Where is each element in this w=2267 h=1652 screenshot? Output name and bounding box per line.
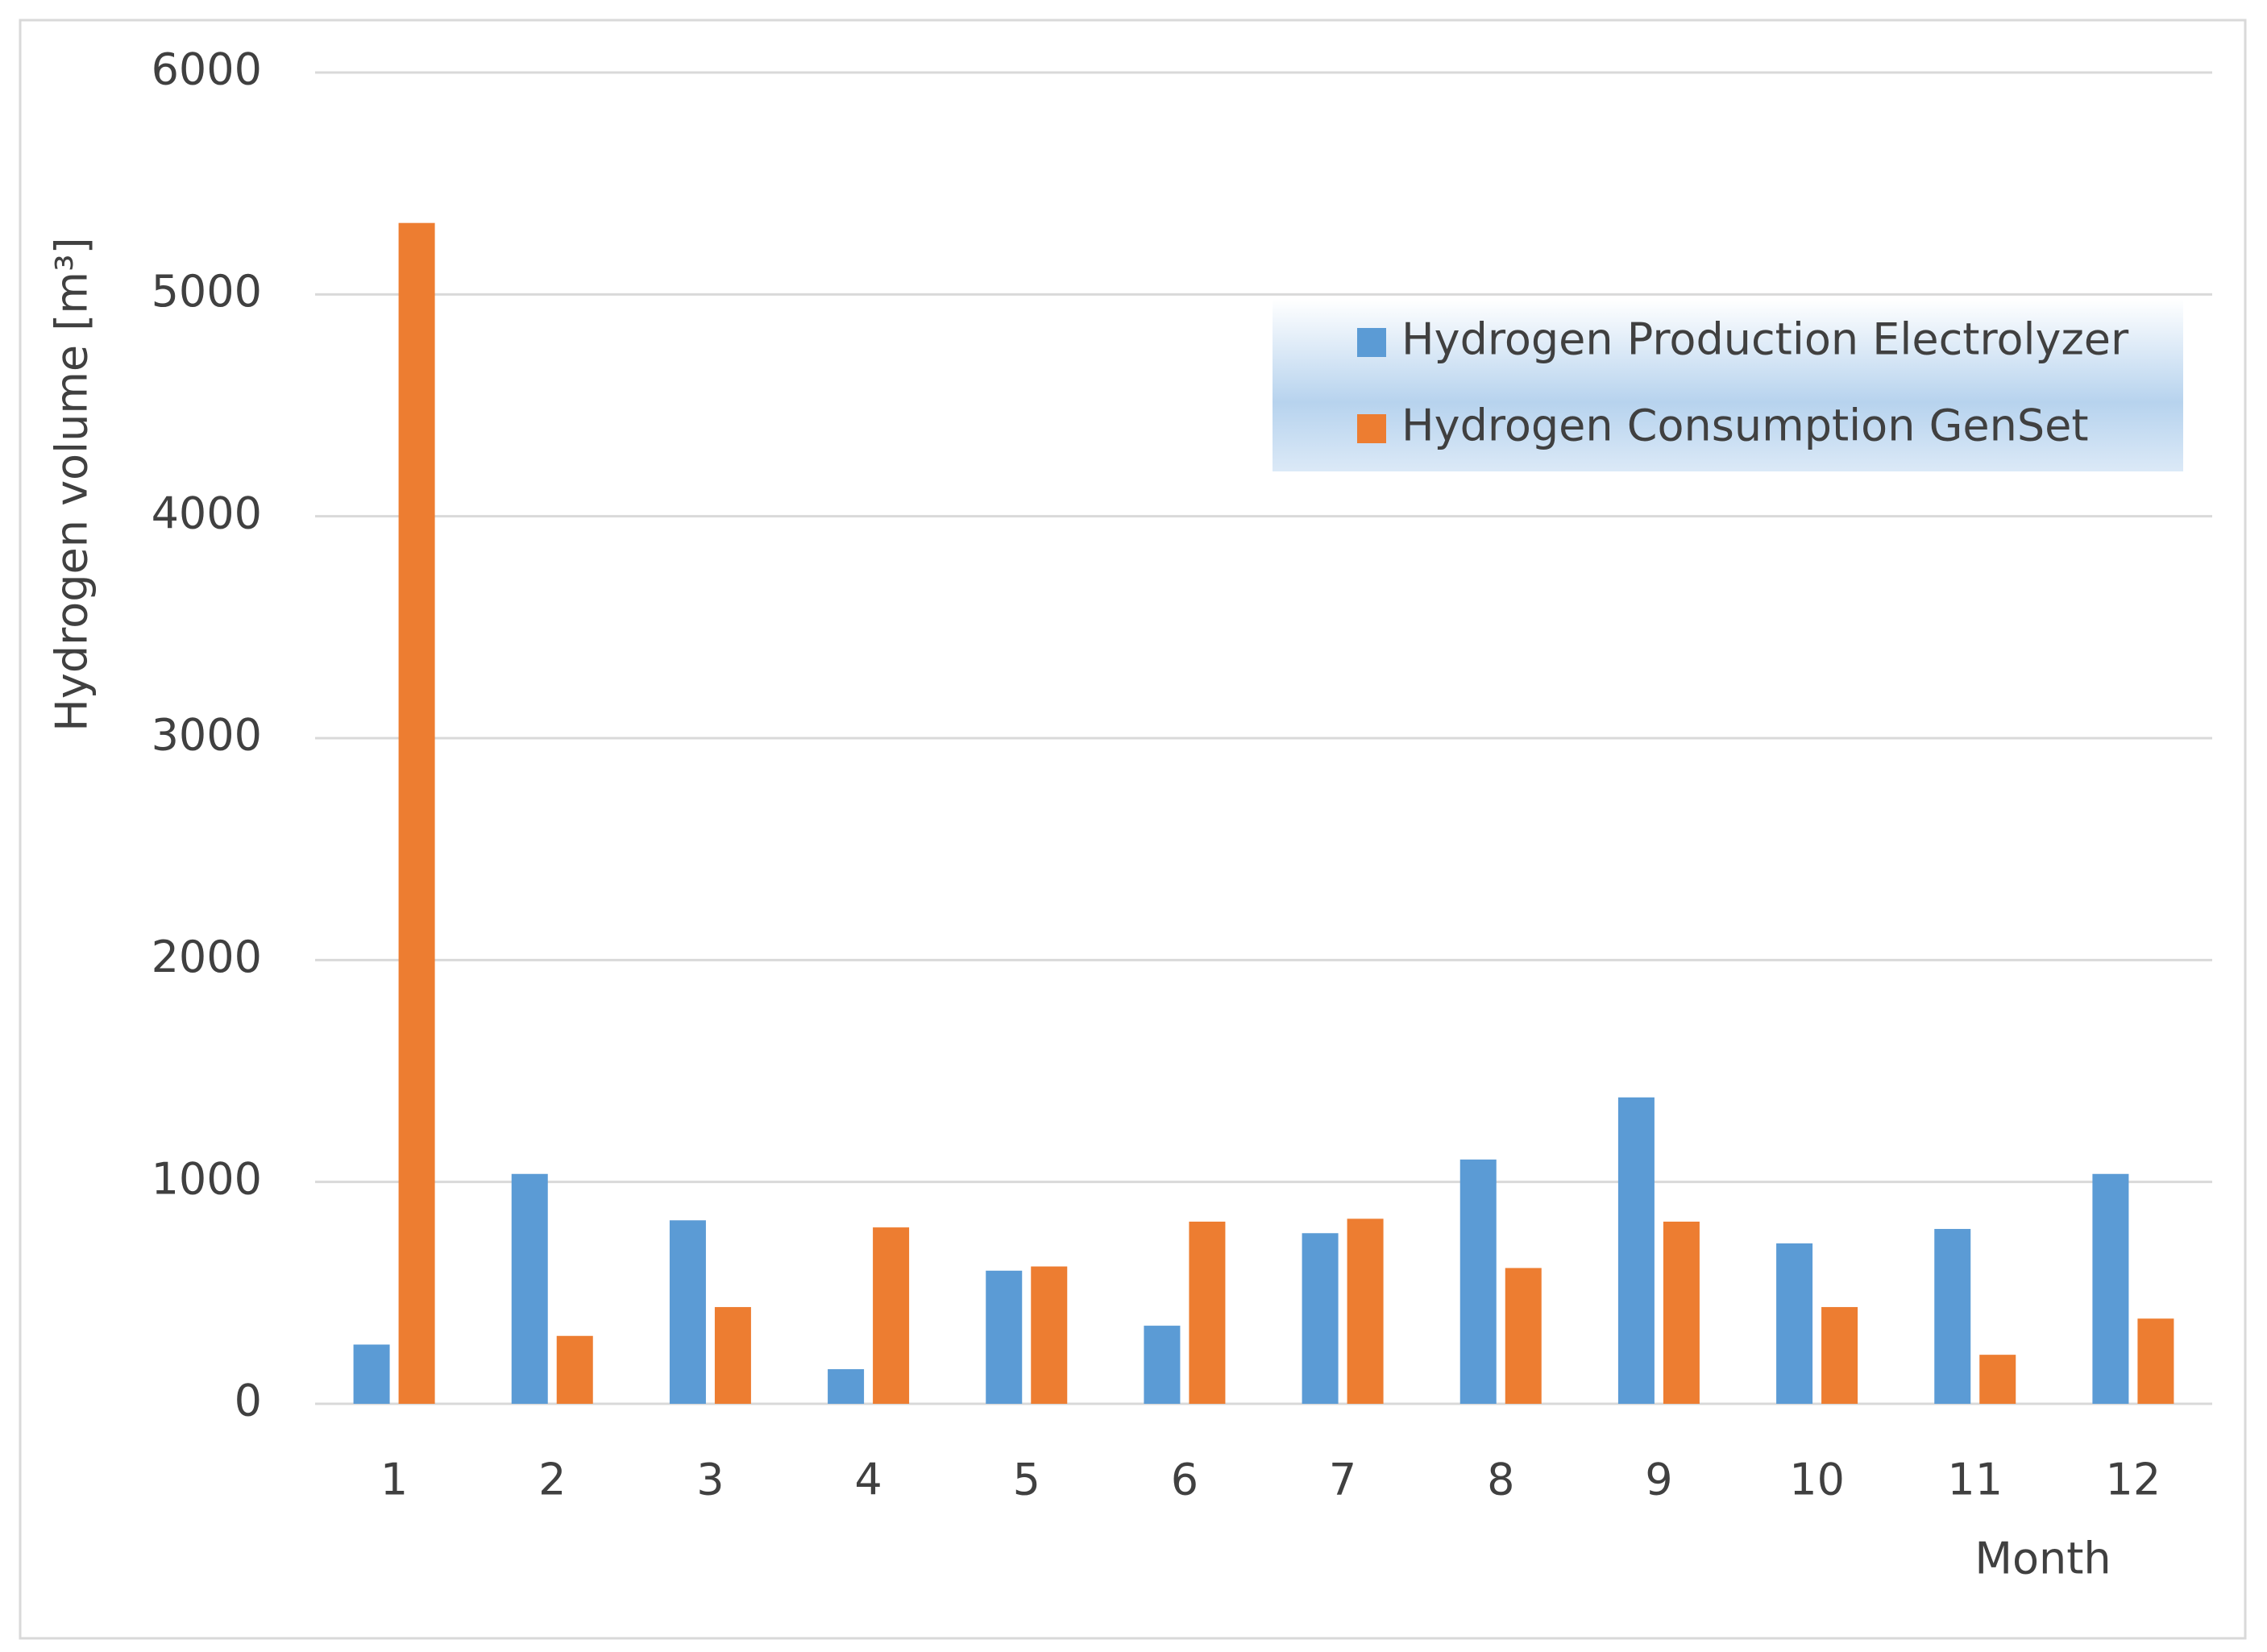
y-tick-label: 5000: [152, 266, 262, 317]
bar: [353, 1344, 390, 1404]
x-tick-label: 11: [1947, 1455, 2003, 1505]
legend-label: Hydrogen Consumption GenSet: [1401, 401, 2089, 451]
x-tick-label: 6: [1171, 1455, 1198, 1505]
bar: [1189, 1221, 1226, 1404]
x-tick-label: 10: [1789, 1455, 1845, 1505]
bar: [1459, 1159, 1497, 1404]
x-tick-label: 9: [1645, 1455, 1672, 1505]
bar: [1934, 1229, 1971, 1404]
x-tick-label: 2: [538, 1455, 566, 1505]
y-axis-label: Hydrogen volume [m³]: [47, 237, 98, 731]
legend-box: [1273, 299, 2183, 471]
x-tick-label: 7: [1329, 1455, 1356, 1505]
bar: [1031, 1266, 1068, 1404]
bar: [1347, 1218, 1384, 1404]
y-tick-label: 1000: [152, 1153, 262, 1204]
y-tick-label: 3000: [152, 710, 262, 761]
bar: [2092, 1173, 2129, 1404]
x-tick-label: 1: [380, 1455, 408, 1505]
bar: [828, 1369, 865, 1404]
bar: [398, 222, 435, 1404]
y-tick-label: 0: [235, 1376, 262, 1426]
bar: [1776, 1243, 1813, 1404]
legend-swatch: [1357, 328, 1386, 357]
bar: [1663, 1221, 1700, 1404]
bar: [1979, 1355, 2016, 1404]
bar: [511, 1173, 548, 1404]
bar: [1617, 1097, 1655, 1404]
x-tick-label: 4: [854, 1455, 882, 1505]
legend-swatch: [1357, 414, 1386, 443]
chart-border: [19, 19, 2247, 1640]
bar: [556, 1335, 593, 1404]
x-axis-label: Month: [1974, 1534, 2111, 1584]
x-tick-label: 8: [1487, 1455, 1514, 1505]
x-tick-label: 5: [1013, 1455, 1040, 1505]
bar: [669, 1220, 706, 1404]
y-tick-label: 4000: [152, 488, 262, 538]
x-tick-label: 12: [2106, 1455, 2161, 1505]
bar: [986, 1270, 1023, 1404]
bar: [1505, 1268, 1542, 1404]
y-tick-label: 2000: [152, 932, 262, 982]
bar: [873, 1227, 910, 1404]
legend-label: Hydrogen Production Electrolyzer: [1401, 314, 2129, 365]
x-tick-label: 3: [696, 1455, 724, 1505]
bar: [714, 1306, 751, 1404]
bar: [2137, 1318, 2174, 1404]
bar: [1821, 1306, 1858, 1404]
bar: [1144, 1326, 1181, 1404]
y-tick-label: 6000: [152, 44, 262, 95]
bar: [1302, 1233, 1339, 1404]
